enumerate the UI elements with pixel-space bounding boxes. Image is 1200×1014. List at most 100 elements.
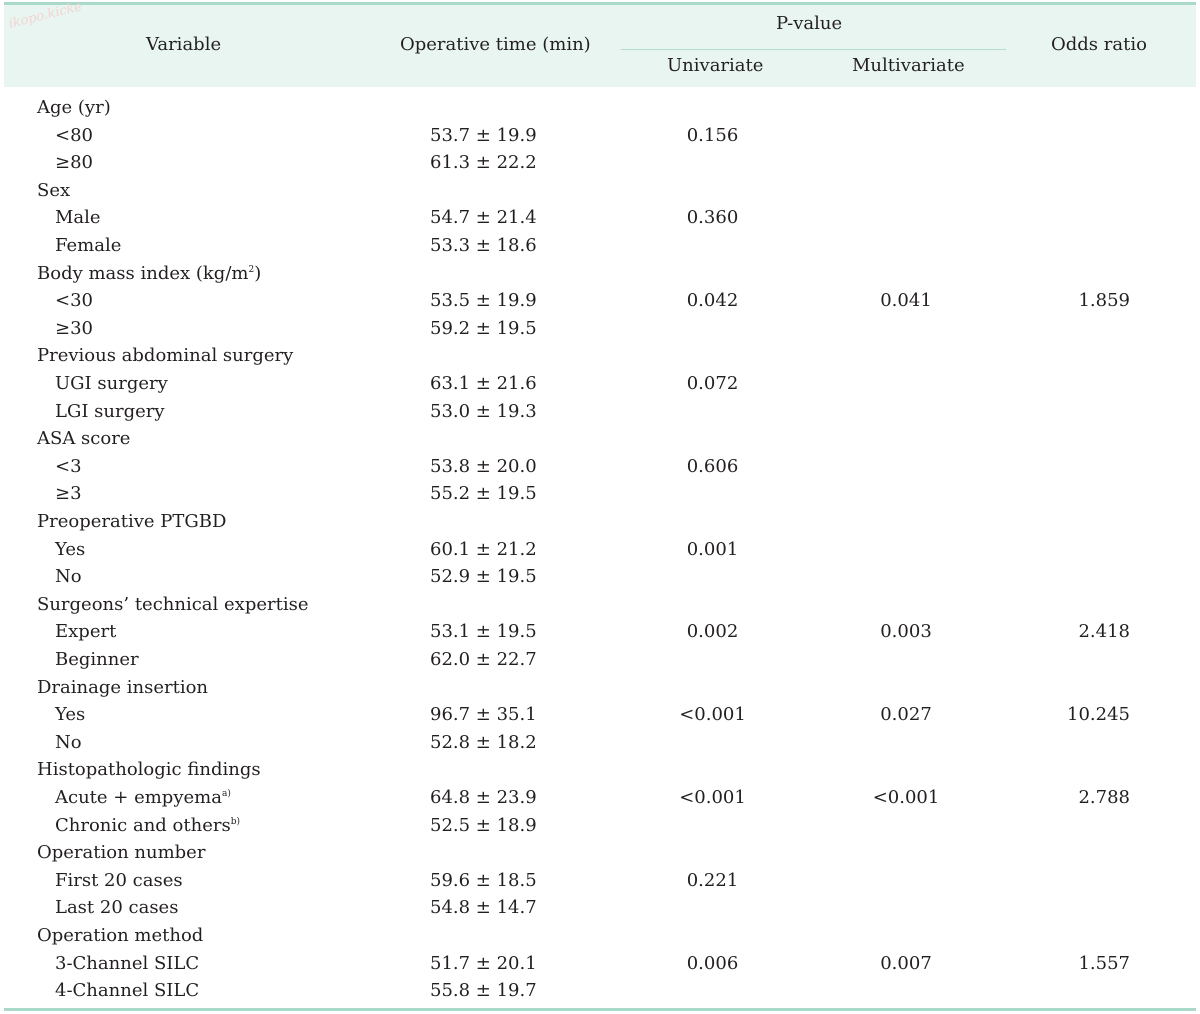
row-label-text: Beginner — [55, 649, 139, 670]
operative-time-cell: 52.5 ± 18.9 — [430, 814, 537, 836]
row-label-text: ≥3 — [55, 483, 82, 505]
operative-time-cell: 60.1 ± 21.2 — [430, 538, 537, 560]
table-group-row: Operation number — [0, 839, 1200, 866]
table-group-row: Operation method — [0, 922, 1200, 949]
table-group-row: ASA score — [0, 425, 1200, 452]
table-row: Beginner 62.0 ± 22.7 — [0, 646, 1200, 673]
row-label-text: <80 — [55, 124, 93, 146]
row-label-text: 3-Channel SILC — [55, 952, 200, 974]
table-row: <3 53.8 ± 20.0 0.606 — [0, 453, 1200, 480]
operative-time-cell: 55.8 ± 19.7 — [430, 980, 537, 1002]
row-label-text: Drainage insertion — [37, 676, 209, 698]
table-row: Female 53.3 ± 18.6 — [0, 232, 1200, 259]
multivariate-cell: 0.041 — [880, 290, 932, 312]
table-row: Expert 53.1 ± 19.5 0.002 0.003 2.418 — [0, 618, 1200, 645]
table-row: LGI surgery 53.0 ± 19.3 — [0, 398, 1200, 425]
row-label-text: Operation method — [37, 925, 204, 946]
operative-time-cell: 53.1 ± 19.5 — [430, 621, 537, 643]
multivariate-cell: 0.003 — [880, 621, 932, 643]
row-label: Last 20 cases — [55, 894, 178, 921]
table-group-row: Body mass index (kg/m2) — [0, 260, 1200, 287]
group-label: Surgeons’ technical expertise — [37, 591, 308, 618]
multivariate-cell: <0.001 — [872, 787, 940, 808]
operative-time-cell: 52.8 ± 18.2 — [430, 731, 537, 753]
table-group-row: Surgeons’ technical expertise — [0, 591, 1200, 618]
row-label-text: ASA score — [37, 428, 131, 450]
table-group-row: Previous abdominal surgery — [0, 342, 1200, 369]
row-label-text: LGI surgery — [55, 400, 165, 422]
table-group-row: Sex — [0, 177, 1200, 204]
row-label-text: Operation number — [37, 842, 206, 864]
table-row: Yes 60.1 ± 21.2 0.001 — [0, 536, 1200, 563]
operative-time-cell: 53.3 ± 18.6 — [430, 235, 537, 256]
row-label: No — [55, 729, 82, 756]
odds-ratio-cell: 10.245 — [1067, 704, 1130, 726]
row-label: Male — [55, 204, 101, 231]
table-bottom-rule — [4, 1008, 1196, 1011]
operative-time-cell: 53.5 ± 19.9 — [430, 290, 537, 312]
row-label-text: <30 — [55, 290, 93, 312]
univariate-cell: 0.606 — [686, 455, 739, 477]
odds-ratio-cell: 2.418 — [1078, 621, 1130, 643]
operative-time-cell: 96.7 ± 35.1 — [430, 704, 537, 726]
row-label-text: Male — [55, 207, 101, 229]
operative-time-cell: 64.8 ± 23.9 — [430, 787, 537, 808]
group-label: Body mass index (kg/m2) — [37, 260, 261, 287]
univariate-cell: 0.156 — [686, 124, 739, 146]
table-row: No 52.8 ± 18.2 — [0, 729, 1200, 756]
row-label-text: Yes — [55, 704, 86, 726]
table-row: Acute + empyemaa) 64.8 ± 23.9 <0.001 <0.001… — [0, 784, 1200, 811]
operative-time-cell: 59.2 ± 19.5 — [430, 317, 537, 339]
table-row: Chronic and othersb) 52.5 ± 18.9 — [0, 812, 1200, 839]
row-label: Female — [55, 232, 121, 259]
header-univariate: Univariate — [667, 55, 764, 76]
group-label: Operation method — [37, 922, 203, 949]
row-label: 3-Channel SILC — [55, 950, 199, 977]
univariate-cell: 0.360 — [686, 207, 739, 229]
row-label: Acute + empyemaa) — [55, 784, 231, 811]
row-label-text: UGI surgery — [55, 373, 168, 394]
label-suffix: ) — [254, 262, 262, 284]
group-label: Histopathologic findings — [37, 756, 261, 783]
row-label: Beginner — [55, 646, 139, 673]
row-label-text: Chronic and others — [55, 814, 231, 836]
table-row: No 52.9 ± 19.5 — [0, 563, 1200, 590]
group-label: Age (yr) — [37, 94, 111, 121]
row-label-text: <3 — [55, 455, 82, 477]
header-multivariate: Multivariate — [852, 55, 965, 76]
table-row: <30 53.5 ± 19.9 0.042 0.041 1.859 — [0, 287, 1200, 314]
row-label: No — [55, 563, 82, 590]
row-label: <30 — [55, 287, 93, 314]
row-label: 4-Channel SILC — [55, 977, 199, 1004]
row-label-text: Yes — [55, 538, 86, 560]
table-top-rule — [4, 2, 1196, 5]
table-row: 3-Channel SILC 51.7 ± 20.1 0.006 0.007 1.557 — [0, 950, 1200, 977]
univariate-cell: 0.006 — [686, 952, 739, 974]
table-header: Variable Operative time (min) P-value Un… — [4, 5, 1196, 87]
row-label-text: Expert — [55, 621, 117, 643]
row-label-text: Body mass index (kg/m — [37, 262, 249, 284]
operative-time-cell: 61.3 ± 22.2 — [430, 152, 537, 174]
group-label: Drainage insertion — [37, 674, 208, 701]
table-group-row: Age (yr) — [0, 94, 1200, 121]
table-group-row: Drainage insertion — [0, 674, 1200, 701]
row-label-text: ≥80 — [55, 152, 93, 174]
operative-time-cell: 51.7 ± 20.1 — [430, 952, 537, 974]
row-label-text: Histopathologic findings — [37, 759, 261, 781]
univariate-cell: <0.001 — [679, 787, 746, 808]
operative-time-cell: 63.1 ± 21.6 — [430, 373, 537, 394]
odds-ratio-cell: 1.557 — [1078, 952, 1130, 974]
operative-time-cell: 55.2 ± 19.5 — [430, 483, 537, 505]
row-label: First 20 cases — [55, 867, 183, 894]
row-label-text: 4-Channel SILC — [55, 980, 200, 1002]
table-row: ≥30 59.2 ± 19.5 — [0, 315, 1200, 342]
multivariate-cell: 0.027 — [880, 704, 932, 726]
row-label-text: Acute + empyema — [55, 787, 222, 808]
univariate-cell: 0.221 — [686, 869, 739, 891]
row-label-text: Preoperative PTGBD — [37, 511, 227, 532]
operative-time-cell: 62.0 ± 22.7 — [430, 649, 537, 670]
row-label-text: Previous abdominal surgery — [37, 345, 294, 367]
row-label: ≥3 — [55, 480, 82, 507]
group-label: Sex — [37, 177, 70, 204]
header-operative-time: Operative time (min) — [400, 34, 591, 55]
